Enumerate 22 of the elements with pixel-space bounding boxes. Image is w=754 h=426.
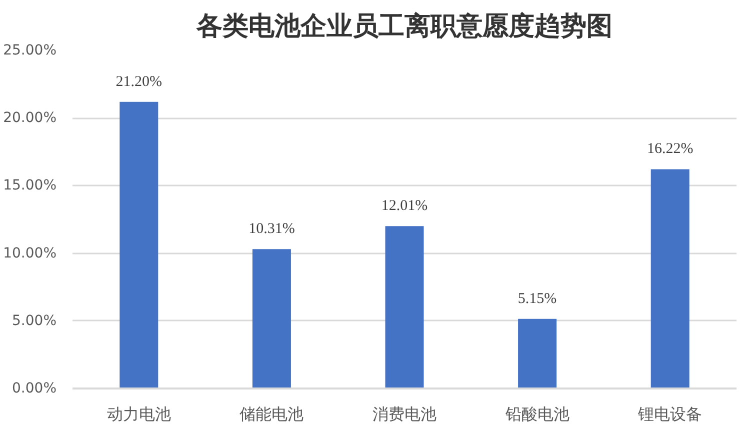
y-tick-label: 0.00% [12,380,57,396]
x-tick-label: 储能电池 [240,404,304,424]
data-label: 21.20% [116,74,162,90]
chart-title: 各类电池企业员工离职意愿度趋势图 [196,12,612,42]
data-label: 5.15% [518,290,557,307]
bar [385,226,424,388]
x-tick-label: 锂电设备 [637,404,702,424]
data-label: 16.22% [646,141,694,158]
y-tick-label: 5.00% [12,312,57,329]
y-tick-label: 15.00% [3,178,57,194]
y-tick-label: 25.00% [3,42,57,58]
x-tick-label: 消费电池 [372,404,436,424]
bar [650,169,690,388]
data-label: 10.31% [248,221,295,238]
bar [120,102,158,388]
y-tick-label: 10.00% [3,245,57,262]
x-tick-label: 动力电池 [106,404,171,424]
bar [518,318,557,388]
data-label: 12.01% [381,198,428,214]
x-tick-label: 铅酸电池 [504,404,570,424]
y-tick-label: 20.00% [3,110,57,126]
bar [252,249,291,388]
